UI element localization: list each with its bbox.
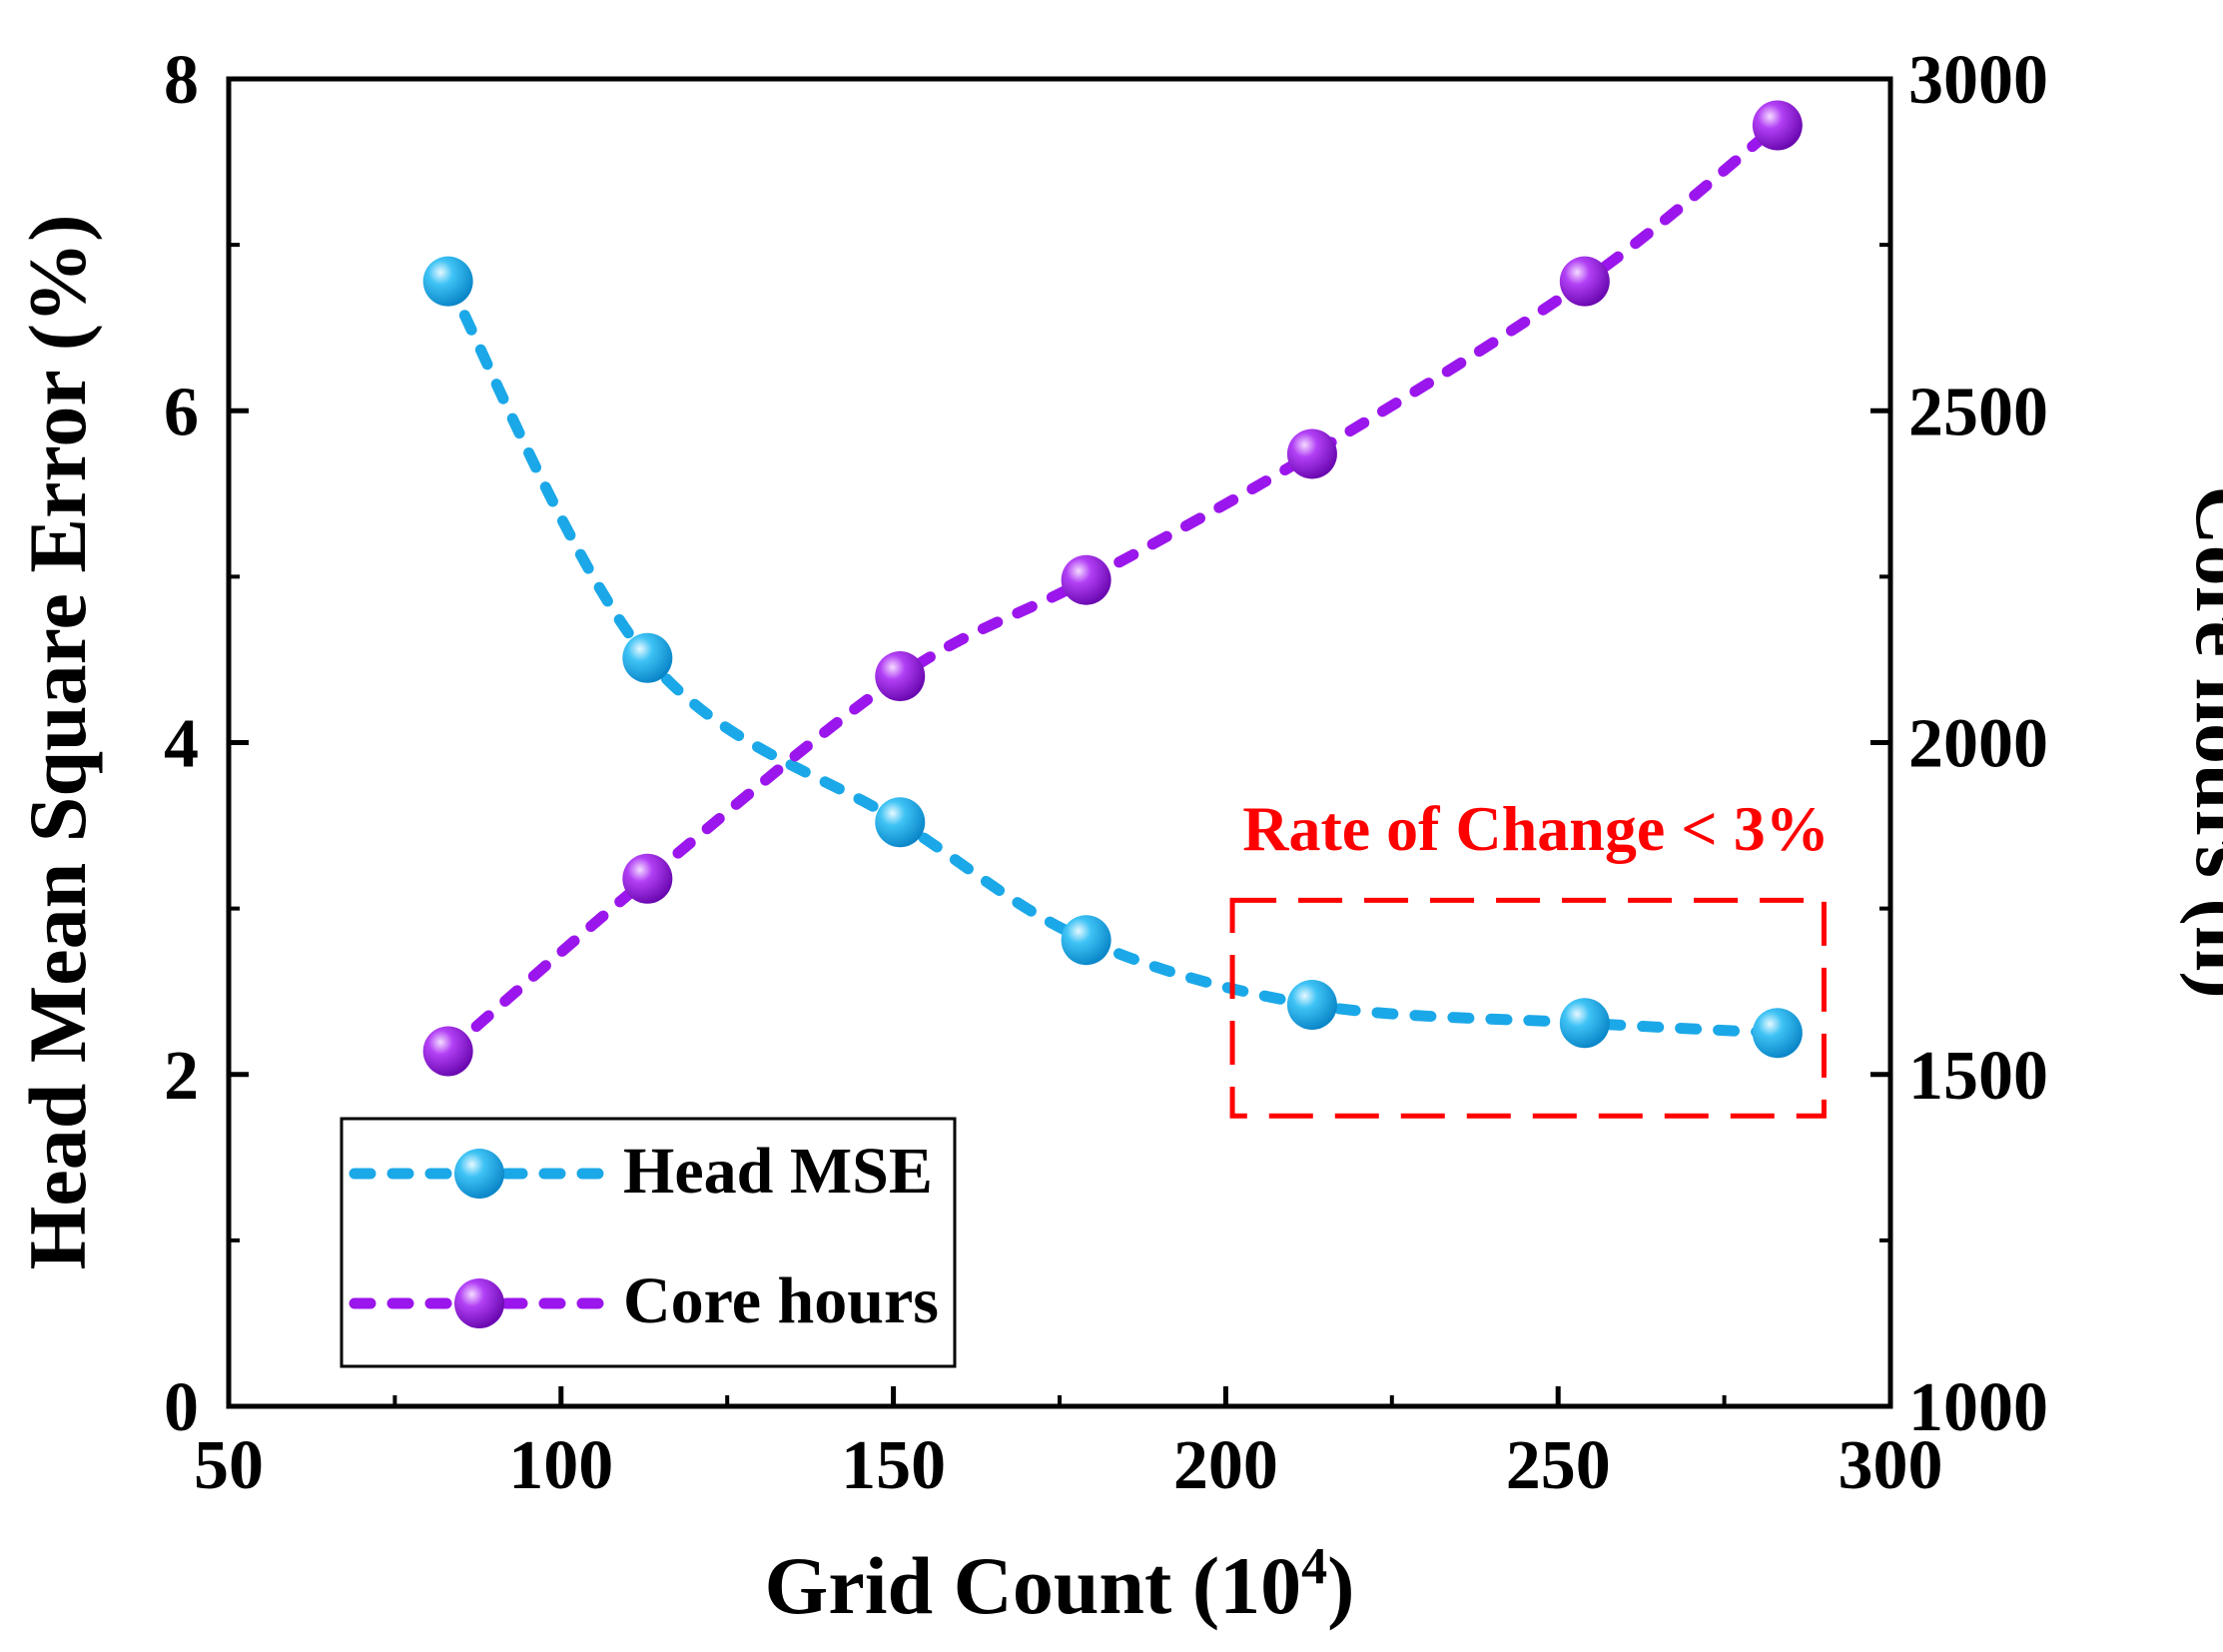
x-tick-label: 150 <box>841 1427 946 1504</box>
legend-box <box>340 1117 957 1368</box>
x-axis-title: Grid Count (104) <box>765 1538 1355 1631</box>
x-tick-label: 250 <box>1506 1427 1611 1504</box>
data-point-core-hours <box>622 853 673 904</box>
legend-marker-head-mse <box>454 1149 504 1199</box>
x-tick-label: 50 <box>194 1427 264 1504</box>
x-tick-label: 300 <box>1839 1427 1943 1504</box>
data-point-core-hours <box>1286 428 1337 479</box>
data-point-head-mse <box>422 256 473 307</box>
data-point-head-mse <box>1061 915 1112 966</box>
data-point-core-hours <box>1559 256 1610 307</box>
x-tick-label: 100 <box>508 1427 613 1504</box>
data-point-head-mse <box>1286 979 1337 1030</box>
y-right-tick-label: 2000 <box>1908 706 2048 783</box>
y-right-tick-label: 3000 <box>1908 42 2048 119</box>
x-tick-label: 200 <box>1173 1427 1278 1504</box>
y-left-axis-ticks: 0 2 4 6 8 <box>164 42 249 1446</box>
x-axis-ticks: 50 100 150 200 250 300 <box>194 1386 1943 1504</box>
series-head-mse <box>422 256 1803 1059</box>
data-point-head-mse <box>875 797 926 848</box>
data-point-core-hours <box>1752 100 1803 151</box>
y-right-axis-title: Core hours (h) <box>2179 485 2223 998</box>
data-point-head-mse <box>622 632 673 683</box>
series-core-hours <box>422 100 1803 1077</box>
y-left-tick-label: 4 <box>164 706 199 783</box>
data-point-core-hours <box>875 651 926 702</box>
legend: Head MSE Core hours <box>340 1117 957 1368</box>
y-left-tick-label: 2 <box>164 1038 199 1115</box>
series-line-head-mse <box>442 276 1784 1039</box>
legend-item-core-hours: Core hours <box>349 1264 939 1337</box>
data-point-core-hours <box>422 1026 473 1077</box>
data-point-head-mse <box>1559 998 1610 1049</box>
y-right-tick-label: 2500 <box>1908 374 2048 450</box>
legend-label-head-mse: Head MSE <box>623 1135 933 1208</box>
data-point-head-mse <box>1752 1008 1803 1059</box>
y-left-tick-label: 8 <box>164 42 199 119</box>
data-point-core-hours <box>1061 554 1112 605</box>
y-right-tick-label: 1500 <box>1908 1038 2048 1115</box>
y-left-tick-label: 0 <box>164 1369 199 1446</box>
annotation-box <box>1229 897 1827 1119</box>
annotation-rate-of-change: Rate of Change < 3% <box>1242 793 1830 864</box>
y-left-axis-title: Head Mean Square Error (%) <box>12 215 103 1270</box>
legend-marker-core-hours <box>454 1278 504 1328</box>
legend-label-core-hours: Core hours <box>623 1264 939 1337</box>
legend-item-head-mse: Head MSE <box>349 1135 933 1208</box>
y-left-tick-label: 6 <box>164 374 199 450</box>
y-right-tick-label: 1000 <box>1908 1369 2048 1446</box>
y-right-axis-ticks: 1000 1500 2000 2500 3000 <box>1870 42 2048 1446</box>
x-axis-title-superscript: 4 <box>1301 1538 1327 1595</box>
